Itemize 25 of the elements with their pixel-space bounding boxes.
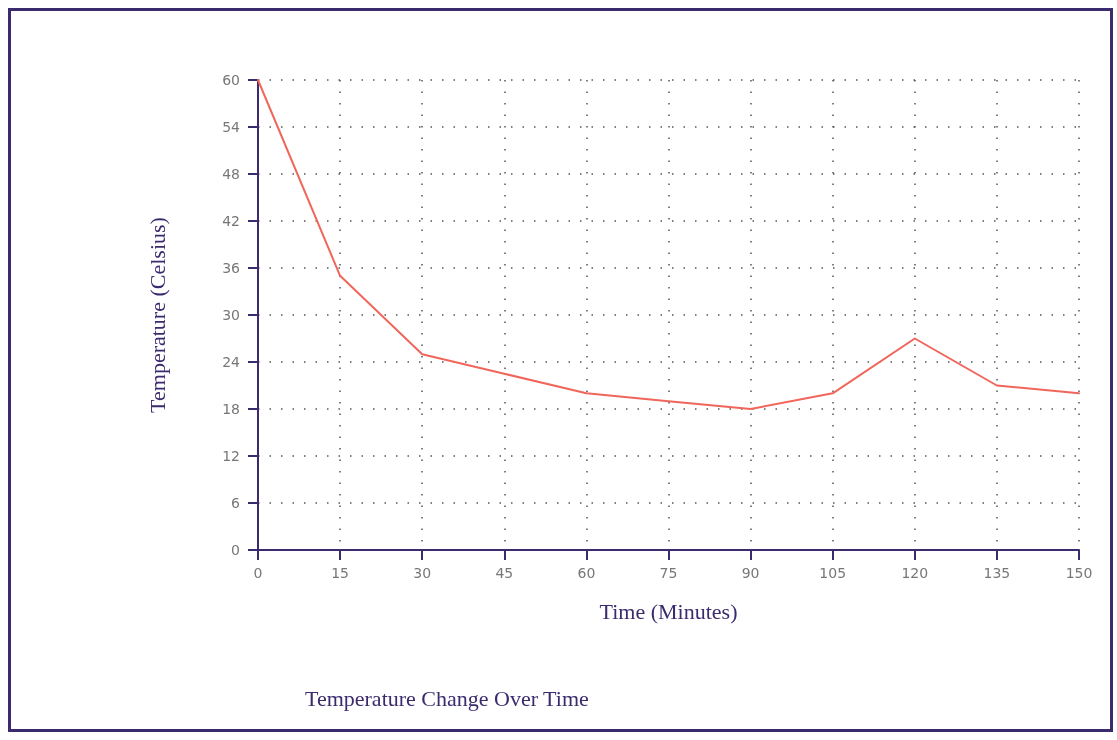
y-tick-label: 0 [231,542,240,558]
y-tick-label: 54 [222,119,241,135]
y-tick-label: 48 [222,166,240,182]
y-axis-title: Temperature (Celsius) [144,217,170,413]
y-tick-label: 36 [222,260,241,276]
y-tick-label: 18 [222,401,240,417]
y-tick-label: 30 [222,307,240,323]
x-tick-label: 30 [413,565,432,581]
y-tick-label: 42 [222,213,240,229]
y-tick-label: 60 [222,72,240,88]
x-tick-label: 75 [659,565,678,581]
y-tick-label: 6 [231,495,241,511]
y-tick-label: 24 [222,354,241,370]
text: Temperature Change Over Time [305,685,589,711]
x-tick-label: 135 [983,565,1011,581]
x-tick-label: 0 [253,565,263,581]
x-tick-label: 90 [741,565,760,581]
y-tick-label: 12 [222,448,240,464]
x-tick-label: 120 [901,565,929,581]
x-tick-label: 150 [1065,565,1093,581]
x-tick-label: 15 [331,565,350,581]
x-tick-label: 45 [495,565,514,581]
x-axis-title: Time (Minutes) [599,598,738,624]
x-tick-label: 60 [577,565,596,581]
x-tick-label: 105 [819,565,847,581]
